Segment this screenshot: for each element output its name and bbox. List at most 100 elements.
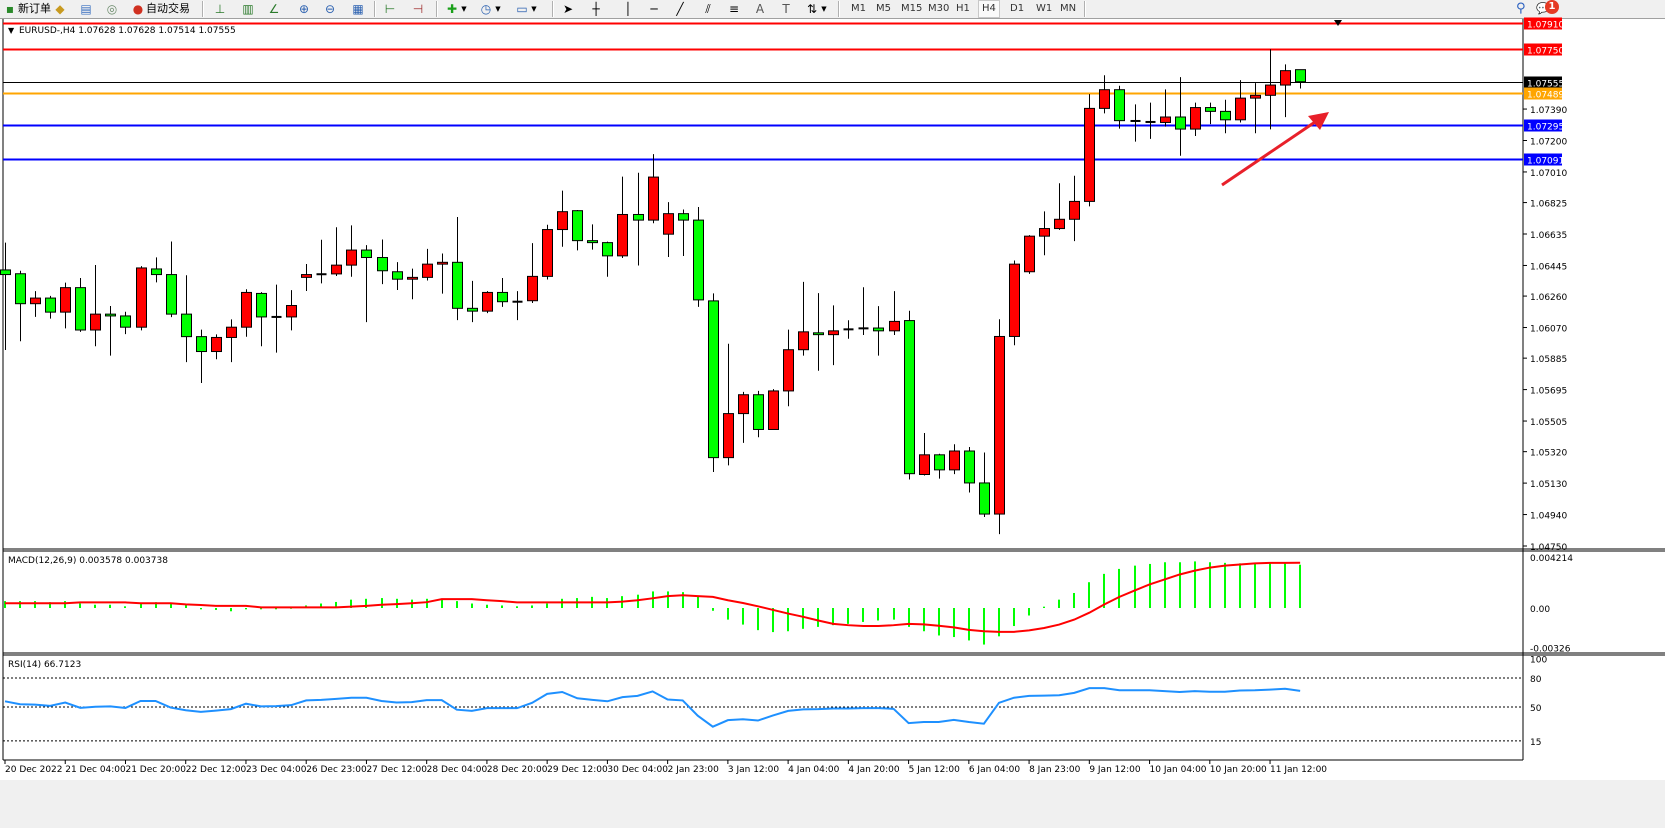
indicators-button[interactable]: ✚ ▼ (444, 1, 468, 17)
candle-body (1009, 263, 1020, 337)
time-tick-label: 20 Dec 2022 (5, 765, 63, 775)
candle-body (15, 273, 26, 305)
navigator-button[interactable]: ◎ (104, 1, 120, 17)
timeframe-m5[interactable]: M5 (876, 3, 891, 14)
symbol-menu-triangle-icon[interactable]: ▼ (8, 26, 15, 35)
price-label: 1.07910 (1527, 21, 1564, 31)
candle (633, 172, 644, 266)
time-tick-label: 30 Dec 04:00 (607, 765, 668, 775)
candle (783, 329, 794, 407)
candle-body (136, 267, 147, 328)
auto-trading-button[interactable]: ● 自动交易 (130, 1, 190, 17)
timeframe-mn[interactable]: MN (1060, 3, 1077, 14)
notification-badge[interactable]: 1 (1545, 0, 1559, 14)
candlestick-chart-button[interactable]: ▥ (240, 1, 256, 17)
periods-button[interactable]: ◷ ▼ (478, 1, 502, 17)
data-window-button[interactable]: ▤ (78, 1, 94, 17)
new-order-button[interactable]: ▪ 新订单 (2, 1, 51, 17)
candle (346, 225, 357, 277)
candle (1084, 94, 1095, 207)
candle-body (286, 305, 297, 318)
timeframe-h1[interactable]: H1 (956, 3, 970, 14)
timeframe-w1[interactable]: W1 (1036, 3, 1053, 14)
macd-histogram-bar (697, 596, 699, 608)
macd-histogram-bar (847, 608, 849, 624)
toolbar-separator (202, 1, 204, 17)
text-button[interactable]: A (752, 1, 768, 17)
chart-shift-marker-icon[interactable] (1334, 20, 1342, 26)
candle (60, 282, 71, 329)
price-label-box (1524, 17, 1562, 30)
candle (798, 281, 809, 356)
candle-body (1220, 110, 1231, 121)
candle (1009, 260, 1020, 346)
arrows-button[interactable]: ⇅ ▼ (804, 1, 828, 17)
macd-histogram-bar (1194, 561, 1196, 608)
macd-axis-label: 0.004214 (1530, 554, 1573, 564)
autoscroll-button[interactable]: ⊣ (410, 1, 426, 17)
macd-histogram-bar (64, 601, 66, 608)
fibonacci-icon: ≡ (728, 2, 740, 16)
zoom-out-button[interactable]: ⊖ (322, 1, 338, 17)
macd-histogram-bar (953, 608, 955, 638)
candle-body (377, 257, 388, 272)
candle-body (1084, 107, 1095, 202)
line-chart-button[interactable]: ∠ (266, 1, 282, 17)
candle (873, 306, 884, 356)
zoom-in-button[interactable]: ⊕ (296, 1, 312, 17)
zoom-in-icon: ⊕ (298, 2, 310, 16)
candle (166, 241, 177, 318)
cursor-button[interactable]: ➤ (560, 1, 576, 17)
candle-body (452, 261, 463, 309)
rsi-axis-label: 15 (1530, 738, 1541, 748)
macd-histogram-bar (34, 601, 36, 608)
timeframe-m30[interactable]: M30 (928, 3, 950, 14)
candle (648, 154, 659, 224)
vertical-line-button[interactable]: │ (620, 1, 636, 17)
templates-button[interactable]: ▭ ▼ (514, 1, 538, 17)
toolbar-separator (374, 1, 376, 17)
search-icon[interactable]: ⚲ (1516, 1, 1526, 16)
trendline-button[interactable]: ╱ (672, 1, 688, 17)
candle (90, 264, 101, 347)
price-label: 1.07489 (1527, 91, 1564, 101)
horizontal-line-button[interactable]: ─ (646, 1, 662, 17)
candle-body (572, 210, 583, 242)
trendline-icon: ╱ (676, 2, 684, 16)
candle (979, 452, 990, 518)
candle-body (1054, 218, 1065, 230)
macd-histogram-bar (893, 608, 895, 620)
chart-header: EURUSD-,H4 1.07628 1.07628 1.07514 1.075… (19, 26, 236, 36)
fibonacci-button[interactable]: ≡ (726, 1, 742, 17)
text-label-button[interactable]: T (778, 1, 794, 17)
candle-body (331, 264, 342, 275)
crosshair-button[interactable]: ┼ (588, 1, 604, 17)
candle-body (934, 454, 945, 471)
annotation-arrow[interactable] (1221, 112, 1329, 187)
timeframe-h4[interactable]: H4 (978, 0, 1000, 18)
timeframe-m1[interactable]: M1 (851, 3, 866, 14)
bar-chart-button[interactable]: ⊥ (212, 1, 228, 17)
timeframe-d1[interactable]: D1 (1010, 3, 1025, 14)
candle (1039, 211, 1050, 256)
market-watch-button[interactable]: ◆ (52, 1, 68, 17)
macd-histogram-bar (546, 603, 548, 608)
timeframe-m15[interactable]: M15 (901, 3, 923, 14)
equidistant-channel-button[interactable]: ⫽ (700, 1, 716, 17)
candle-body (768, 390, 779, 430)
tile-windows-button[interactable]: ▦ (350, 1, 366, 17)
macd-histogram-bar (923, 608, 925, 632)
candle (1054, 183, 1065, 230)
rsi-line (4, 687, 1301, 728)
candle (693, 207, 704, 307)
toolbar: ▪ 新订单 ◆ ▤ ◎ ● 自动交易 ⊥ ▥ ∠ ⊕ ⊖ ▦ ⊢ ⊣ ✚ ▼ ◷ ▼ ▭… (0, 0, 1665, 19)
chevron-down-icon: ▼ (531, 5, 537, 13)
macd-histogram-bar (1118, 568, 1120, 608)
candle (858, 287, 869, 335)
price-tick-label: 1.05130 (1530, 480, 1567, 490)
candle (1099, 75, 1110, 114)
macd-histogram-bar (1073, 592, 1075, 608)
chart-shift-button[interactable]: ⊢ (382, 1, 398, 17)
macd-histogram-bar (1043, 606, 1045, 608)
